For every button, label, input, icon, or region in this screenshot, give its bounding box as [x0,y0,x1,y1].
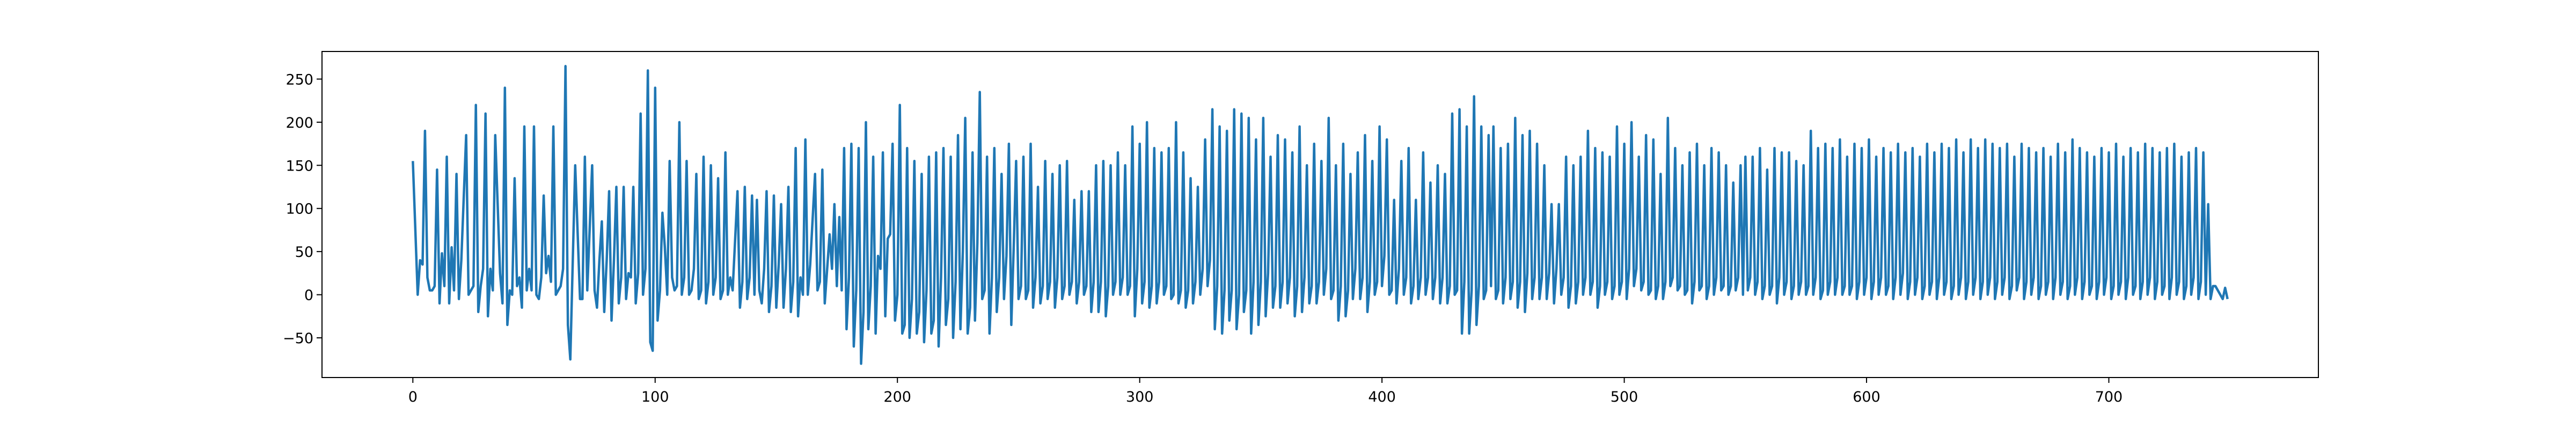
y-tick-label: 250 [286,71,313,88]
x-tick-label: 100 [641,389,669,405]
x-tick-label: 700 [2095,389,2123,405]
x-tick-label: 300 [1126,389,1154,405]
x-tick-label: 200 [883,389,911,405]
series-layer [412,65,2229,365]
plot-area [321,51,2319,378]
y-axis-ticks: −50 0 50 100 150 200 250 [283,71,322,347]
y-tick-label: −50 [283,330,313,347]
x-tick-label: 600 [1853,389,1880,405]
axes-frame [321,51,2319,378]
x-tick-label: 400 [1368,389,1396,405]
x-axis-ticks: 0 100 200 300 400 500 600 700 [408,378,2123,405]
y-tick-label: 0 [304,287,313,304]
y-tick-label: 150 [286,158,313,174]
y-tick-label: 100 [286,201,313,218]
x-tick-label: 500 [1611,389,1638,405]
y-tick-label: 200 [286,115,313,131]
x-tick-label: 0 [408,389,418,405]
series-line-0 [412,65,2229,365]
y-tick-label: 50 [295,244,313,261]
